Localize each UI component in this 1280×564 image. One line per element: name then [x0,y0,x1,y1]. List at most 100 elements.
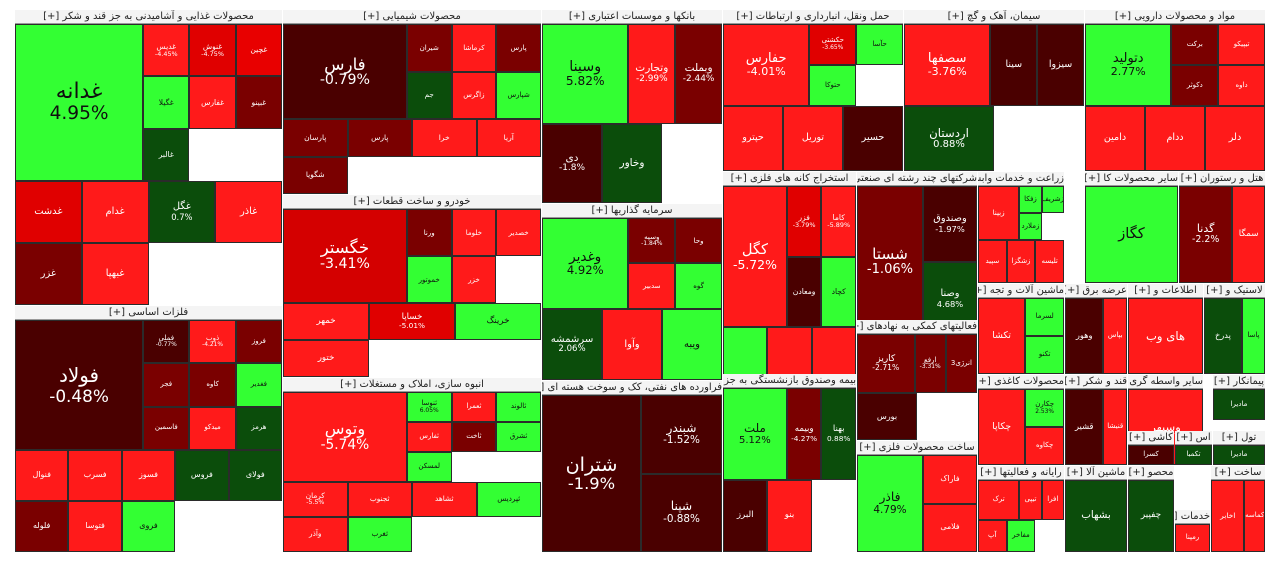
stock-tile[interactable]: وخاور [602,124,662,203]
stock-tile[interactable]: توریل [783,106,843,171]
stock-tile[interactable]: وصندوق -1.97% [923,186,977,262]
stock-tile[interactable]: سمگا [1232,186,1265,283]
sector-header[interactable]: استخراج کانه های فلزی [+] [723,172,856,186]
sector-header[interactable]: مواد و محصولات دارویی [+] [1085,10,1265,24]
stock-tile[interactable]: سپید [978,240,1007,283]
stock-tile[interactable]: ثشاهد [412,481,477,517]
stock-tile[interactable]: لمسکن [406,451,452,482]
stock-tile[interactable]: فتوسا [68,500,122,552]
stock-tile[interactable]: شگویا [283,156,348,194]
stock-tile[interactable]: افرا [1041,480,1064,521]
sector-header[interactable]: لاستیک و [+] [1204,284,1265,298]
stock-tile[interactable]: پارس [496,24,541,72]
stock-tile[interactable]: وتوس -5.74% [283,392,407,482]
stock-tile[interactable]: دکوثر [1171,65,1219,107]
sector-header[interactable]: کاشی [+] [1128,431,1174,445]
stock-tile[interactable]: ثعمرا [451,392,497,422]
stock-tile[interactable]: بورس [857,393,917,440]
stock-tile[interactable]: ثجنوب [347,481,412,517]
stock-tile[interactable]: شپارس [496,71,541,120]
stock-tile[interactable]: خرینگ [455,303,541,341]
stock-tile[interactable]: لسرما [1025,298,1064,336]
stock-tile[interactable]: تیپی [1019,480,1042,521]
stock-tile[interactable]: غفارس [189,76,236,129]
stock-tile[interactable]: کاما -5.89% [821,186,856,257]
sector-header[interactable]: ساخت [+] [1211,466,1265,480]
stock-tile[interactable]: زاگرس [451,71,497,120]
stock-tile[interactable]: حسیر [843,106,903,171]
stock-tile[interactable]: شتران -1.9% [542,395,641,552]
stock-tile[interactable]: شیران [406,24,452,72]
stock-tile[interactable]: وسپه -1.84% [628,218,676,264]
sector-header[interactable]: فلزات اساسی [+] [15,306,282,320]
stock-tile[interactable]: بشهاب [1065,480,1127,552]
stock-tile[interactable]: ثغرب [347,516,412,552]
stock-tile[interactable]: میدکو [189,406,236,450]
stock-tile[interactable]: وتجارت -2.99% [628,24,676,125]
stock-tile[interactable]: فاراک [923,455,977,504]
stock-tile[interactable]: غچین [235,24,282,77]
sector-header[interactable]: شرکتهای چند رشته ای صنعتی [+] [857,172,977,186]
stock-tile[interactable]: غگل 0.7% [148,181,216,244]
stock-tile[interactable]: چفپیر [1128,480,1174,552]
stock-tile[interactable]: خصدیر [496,209,541,257]
stock-tile[interactable]: فسرب [68,449,122,501]
stock-tile[interactable]: پارس [347,119,412,157]
stock-tile[interactable]: خمهر [283,303,369,341]
stock-tile[interactable]: زشریف [1041,186,1064,214]
stock-tile[interactable]: خساپا -5.01% [369,303,455,341]
sector-header[interactable]: قند و شکر [+] [1065,375,1127,389]
stock-tile[interactable]: زشگزا [1006,240,1036,283]
sector-header[interactable]: حمل ونقل، انبارداری و ارتباطات [+] [723,10,903,24]
stock-tile[interactable]: فروی [121,500,176,552]
stock-tile[interactable]: ثنوسا 6.05% [406,392,452,422]
stock-tile[interactable]: البرز [723,479,768,552]
stock-tile[interactable]: غاذر [215,181,282,244]
stock-tile[interactable]: فاسمین [143,406,190,450]
sector-header[interactable]: ساخت محصولات فلزی [+] [857,441,977,455]
stock-tile[interactable]: وبملت -2.44% [675,24,722,125]
stock-tile[interactable]: کاریز -2.71% [857,334,915,394]
stock-tile[interactable]: چکاپا [978,389,1026,465]
sector-header[interactable]: ماشین آلا [+] [1065,466,1127,480]
sector-header[interactable]: بیمه وصندوق بازنشستگی به جز [+] [723,374,856,388]
stock-tile[interactable]: غبهپا [81,243,149,305]
stock-tile[interactable]: ترک [978,480,1020,521]
sector-header[interactable]: انبوه سازی، املاک و مستغلات [+] [283,378,541,392]
stock-tile[interactable]: فملی -0.77% [143,320,190,364]
stock-tile[interactable]: کسرا [1128,445,1174,465]
stock-tile[interactable]: وآوا [602,308,662,380]
stock-tile[interactable]: مفاخر [1006,520,1036,552]
stock-tile[interactable]: برکت [1171,24,1219,66]
stock-tile[interactable]: قشیر [1065,389,1104,465]
stock-tile[interactable]: پاسا [1241,298,1265,374]
sector-header[interactable]: سیمان، آهک و گچ [+] [904,10,1084,24]
stock-tile[interactable]: وغدیر 4.92% [542,218,629,309]
sector-header[interactable]: زراعت و خدمات وابسته [+] [978,172,1064,186]
stock-tile[interactable]: ملت 5.12% [723,388,787,480]
stock-tile[interactable]: چکارن 2.53% [1025,389,1064,427]
stock-tile[interactable]: کگاز [1085,186,1178,283]
stock-tile[interactable]: سیزوا [1037,24,1084,107]
stock-tile[interactable]: داوه [1218,65,1265,107]
stock-tile[interactable]: حپترو [723,106,783,171]
stock-tile[interactable]: فاذر 4.79% [857,455,923,552]
sector-header[interactable]: سایر واسطه گری [+] [1128,375,1203,389]
stock-tile[interactable]: وهور [1065,298,1104,374]
stock-tile[interactable]: زملارد [1019,213,1042,241]
stock-tile[interactable]: سرشمشه 2.06% [542,308,602,380]
sector-header[interactable]: فراورده های نفتی، کک و سوخت هسته ای [+] [542,381,722,395]
stock-tile[interactable]: وسینا 5.82% [542,24,629,125]
sector-header[interactable]: ماشین آلات و تجه [+] [978,284,1064,298]
stock-tile[interactable]: کاوه [189,363,236,407]
sector-header[interactable]: فعالیتهای کمکی به نهادهای [+] [857,320,977,334]
stock-tile[interactable]: حآسا [856,24,903,66]
stock-tile[interactable]: ثالوند [496,392,541,422]
stock-tile[interactable]: حتوکا [809,65,857,107]
stock-tile[interactable]: فروز [235,320,282,364]
stock-tile[interactable]: غدانه 4.95% [15,24,144,182]
stock-tile[interactable]: تکنو [1025,336,1064,374]
stock-tile[interactable]: ذوب -4.21% [189,320,236,364]
stock-tile[interactable]: زفکا [1019,186,1042,214]
stock-tile[interactable]: جم [406,71,452,120]
